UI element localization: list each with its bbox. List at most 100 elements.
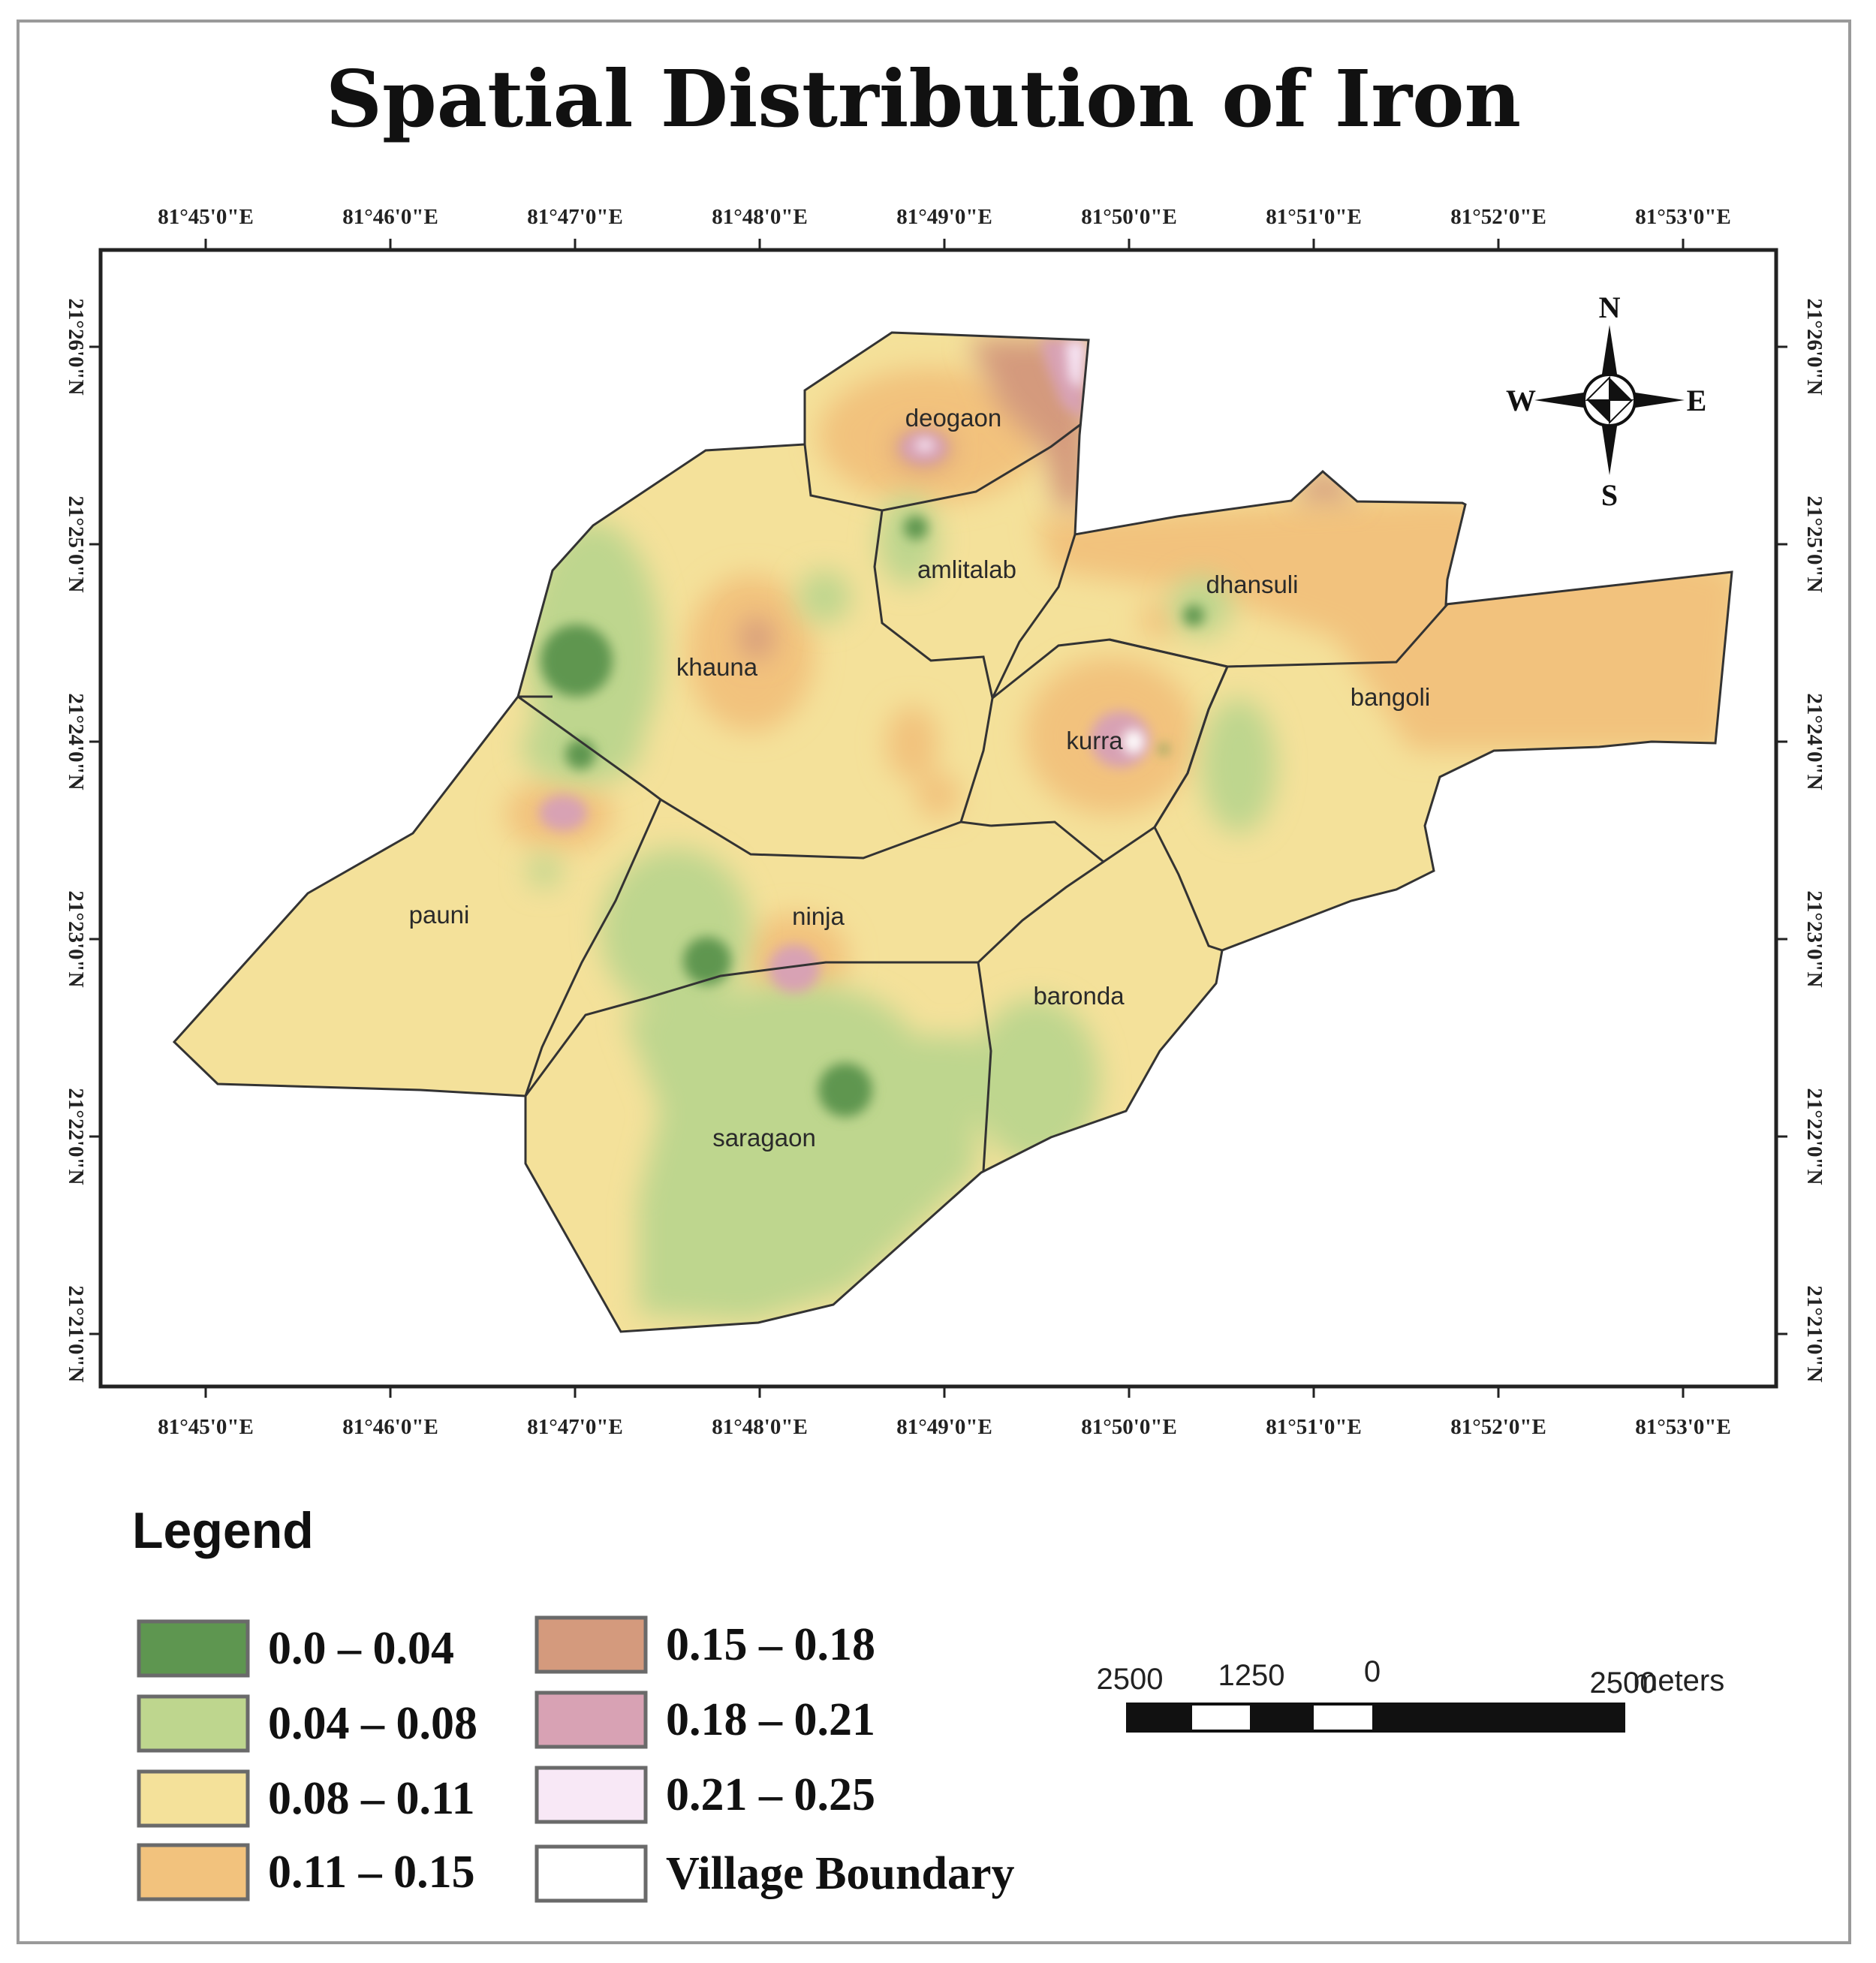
lat-tick-left-label: 21°26'0"N bbox=[64, 298, 88, 395]
longitude-ticks-bottom: 81°45'0"E 81°46'0"E 81°47'0"E 81°48'0"E 81°4… bbox=[158, 1386, 1731, 1439]
compass-point-north bbox=[1600, 325, 1619, 389]
lat-tick-right-label: 21°21'0"N bbox=[1802, 1285, 1826, 1382]
legend-swatch bbox=[137, 1694, 250, 1753]
village-label-baronda: baronda bbox=[1033, 982, 1125, 1010]
legend-item: 0.08 – 0.11 bbox=[137, 1769, 475, 1828]
scale-unit: meters bbox=[1633, 1664, 1724, 1697]
lat-tick-right-label: 21°25'0"N bbox=[1802, 495, 1826, 592]
boundary-khauna-south bbox=[660, 798, 962, 860]
lon-tick-top-label: 81°49'0"E bbox=[896, 205, 992, 229]
lon-tick-bottom-label: 81°47'0"E bbox=[527, 1415, 623, 1439]
compass-s-label: S bbox=[1601, 478, 1618, 512]
scale-segment bbox=[1189, 1703, 1253, 1733]
legend-swatch bbox=[137, 1619, 250, 1678]
village-label-saragaon: saragaon bbox=[712, 1124, 816, 1152]
village-label-pauni: pauni bbox=[409, 901, 470, 929]
legend-swatch bbox=[137, 1843, 250, 1901]
village-labels: deogaon amlitalab dhansuli khauna bangoli kur… bbox=[409, 404, 1431, 1152]
scale-segment bbox=[1250, 1703, 1314, 1733]
scale-segment bbox=[1372, 1703, 1625, 1733]
map-title: Spatial Distribution of Iron bbox=[326, 53, 1521, 145]
legend-title: Legend bbox=[132, 1502, 314, 1559]
compass-point-east bbox=[1621, 390, 1685, 410]
lon-tick-top-label: 81°52'0"E bbox=[1450, 205, 1546, 229]
boundary-baronda bbox=[977, 860, 1104, 1172]
compass-point-west bbox=[1534, 390, 1598, 410]
lon-tick-bottom-label: 81°51'0"E bbox=[1266, 1415, 1362, 1439]
longitude-ticks-top: 81°45'0"E 81°46'0"E 81°47'0"E 81°48'0"E 81°4… bbox=[158, 205, 1731, 250]
scale-segment bbox=[1311, 1703, 1375, 1733]
latitude-ticks-right: 21°26'0"N 21°25'0"N 21°24'0"N 21°23'0"N 21°2… bbox=[1776, 298, 1826, 1383]
lon-tick-bottom-label: 81°52'0"E bbox=[1450, 1415, 1546, 1439]
village-label-deogaon: deogaon bbox=[905, 404, 1001, 432]
boundary-amlitalab-west bbox=[873, 510, 1077, 702]
lon-tick-top-label: 81°46'0"E bbox=[342, 205, 438, 229]
boundary-pauni-east bbox=[517, 695, 662, 1097]
lon-tick-bottom-label: 81°45'0"E bbox=[158, 1415, 254, 1439]
compass-center-light bbox=[1585, 375, 1634, 425]
village-label-ninja: ninja bbox=[792, 902, 845, 930]
boundary-khauna-east bbox=[959, 697, 994, 827]
lon-tick-top-label: 81°50'0"E bbox=[1081, 205, 1177, 229]
village-label-bangoli: bangoli bbox=[1351, 683, 1430, 711]
legend-swatch bbox=[534, 1844, 648, 1903]
lon-tick-bottom-label: 81°48'0"E bbox=[712, 1415, 808, 1439]
lat-tick-left-label: 21°24'0"N bbox=[64, 693, 88, 790]
legend-item: 0.04 – 0.08 bbox=[137, 1694, 477, 1753]
latitude-ticks-left: 21°26'0"N 21°25'0"N 21°24'0"N 21°23'0"N 21°2… bbox=[64, 298, 101, 1383]
boundary-bangoli-west bbox=[1153, 666, 1229, 952]
lon-tick-top-label: 81°53'0"E bbox=[1635, 205, 1731, 229]
scale-label-2500-left: 2500 bbox=[1097, 1663, 1164, 1696]
legend-label: 0.04 – 0.08 bbox=[268, 1698, 477, 1749]
north-arrow: N S E W bbox=[1506, 291, 1706, 512]
legend-label: 0.21 – 0.25 bbox=[666, 1769, 875, 1820]
village-label-khauna: khauna bbox=[676, 653, 758, 681]
lat-tick-right-label: 21°26'0"N bbox=[1802, 298, 1826, 395]
lat-tick-right-label: 21°23'0"N bbox=[1802, 890, 1826, 987]
boundary-deogaon bbox=[803, 423, 1082, 512]
legend-label: 0.0 – 0.04 bbox=[268, 1623, 454, 1674]
village-boundaries bbox=[172, 331, 1733, 1333]
compass-w-label: W bbox=[1506, 384, 1536, 417]
lon-tick-top-label: 81°47'0"E bbox=[527, 205, 623, 229]
scale-label-2500-right: 2500 bbox=[1590, 1666, 1657, 1700]
village-label-amlitalab: amlitalab bbox=[917, 555, 1016, 583]
village-label-dhansuli: dhansuli bbox=[1206, 571, 1299, 598]
lat-tick-left-label: 21°25'0"N bbox=[64, 495, 88, 592]
village-label-kurra: kurra bbox=[1066, 727, 1123, 754]
legend-item: 0.21 – 0.25 bbox=[534, 1766, 875, 1824]
legend-label: Village Boundary bbox=[666, 1848, 1015, 1899]
scale-bar: 2500 1250 0 2500 meters bbox=[1097, 1655, 1724, 1733]
outer-frame bbox=[17, 20, 1851, 1944]
legend-label: 0.15 – 0.18 bbox=[666, 1619, 875, 1670]
legend-swatch bbox=[534, 1691, 648, 1749]
compass-n-label: N bbox=[1599, 291, 1621, 324]
lon-tick-top-label: 81°51'0"E bbox=[1266, 205, 1362, 229]
lat-tick-left-label: 21°21'0"N bbox=[64, 1285, 88, 1382]
compass-e-label: E bbox=[1687, 384, 1707, 417]
lat-tick-right-label: 21°24'0"N bbox=[1802, 693, 1826, 790]
zones-green-dark bbox=[541, 516, 1204, 1117]
legend-item: 0.11 – 0.15 bbox=[137, 1843, 475, 1901]
legend-item: 0.15 – 0.18 bbox=[534, 1615, 875, 1674]
legend-swatch bbox=[534, 1766, 648, 1824]
zones-white bbox=[916, 342, 1144, 754]
legend-item: 0.18 – 0.21 bbox=[534, 1691, 875, 1749]
scale-bar-segments bbox=[1126, 1703, 1625, 1733]
legend-swatch bbox=[137, 1769, 250, 1828]
lat-tick-left-label: 21°22'0"N bbox=[64, 1088, 88, 1185]
lon-tick-top-label: 81°45'0"E bbox=[158, 205, 254, 229]
boundary-dhansuli-south bbox=[1109, 604, 1449, 668]
compass-point-south bbox=[1600, 411, 1619, 475]
scale-segment bbox=[1126, 1703, 1192, 1733]
scale-label-0: 0 bbox=[1364, 1655, 1381, 1688]
lat-tick-right-label: 21°22'0"N bbox=[1802, 1088, 1826, 1185]
boundary-ninja-south bbox=[524, 961, 978, 1097]
lon-tick-bottom-label: 81°49'0"E bbox=[896, 1415, 992, 1439]
lat-tick-left-label: 21°23'0"N bbox=[64, 890, 88, 987]
legend-swatch bbox=[534, 1615, 648, 1674]
legend-label: 0.08 – 0.11 bbox=[268, 1773, 475, 1824]
lon-tick-bottom-label: 81°46'0"E bbox=[342, 1415, 438, 1439]
lon-tick-bottom-label: 81°53'0"E bbox=[1635, 1415, 1731, 1439]
